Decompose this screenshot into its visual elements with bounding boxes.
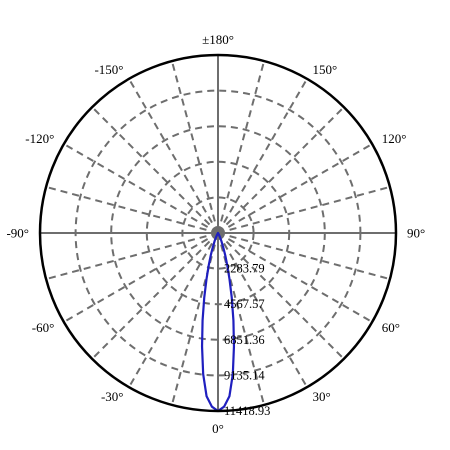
- grid-spoke: [217, 106, 345, 234]
- ring-value-label: 2283.79: [224, 262, 265, 276]
- grid-spoke: [217, 78, 308, 234]
- grid-spoke: [45, 232, 219, 281]
- grid-spoke: [217, 143, 373, 234]
- ring-value-label: 4567.57: [224, 297, 265, 311]
- angle-label: 90°: [407, 226, 425, 241]
- grid-spoke: [128, 78, 219, 234]
- angle-label: 150°: [313, 62, 338, 77]
- grid-spoke: [45, 185, 219, 234]
- angle-label: -120°: [25, 131, 54, 146]
- ring-labels: 2283.79 4567.57 6851.36 9135.14 11418.93: [224, 262, 270, 418]
- grid-spoke: [170, 60, 219, 234]
- grid-spoke: [63, 143, 219, 234]
- angle-label: -90°: [6, 226, 29, 241]
- grid-spoke: [217, 60, 266, 234]
- angle-label: 120°: [382, 131, 407, 146]
- angle-labels: ±180° 150° 120° 90° 60° 30° 0° -30° -60° -90° -120…: [6, 32, 425, 436]
- outer-boundary-circle: [38, 53, 398, 413]
- angle-label: 60°: [382, 320, 400, 335]
- grid-spoke: [63, 232, 219, 323]
- angle-label: -60°: [32, 320, 55, 335]
- angle-label: 30°: [313, 389, 331, 404]
- grid-spoke: [217, 232, 345, 360]
- grid-spoke: [91, 106, 219, 234]
- grid-spoke: [91, 232, 219, 360]
- grid-spoke: [217, 232, 373, 323]
- angle-label: 0°: [212, 421, 224, 436]
- ring-value-label: 11418.93: [224, 404, 270, 418]
- angle-label: -30°: [101, 389, 124, 404]
- angle-label: ±180°: [202, 32, 234, 47]
- grid-spoke: [217, 185, 391, 234]
- ring-value-label: 9135.14: [224, 368, 265, 382]
- ring-value-label: 6851.36: [224, 333, 265, 347]
- angle-label: -150°: [94, 62, 123, 77]
- grid-spoke: [217, 232, 391, 281]
- grid-spoke: [217, 232, 308, 388]
- grid-spoke: [128, 232, 219, 388]
